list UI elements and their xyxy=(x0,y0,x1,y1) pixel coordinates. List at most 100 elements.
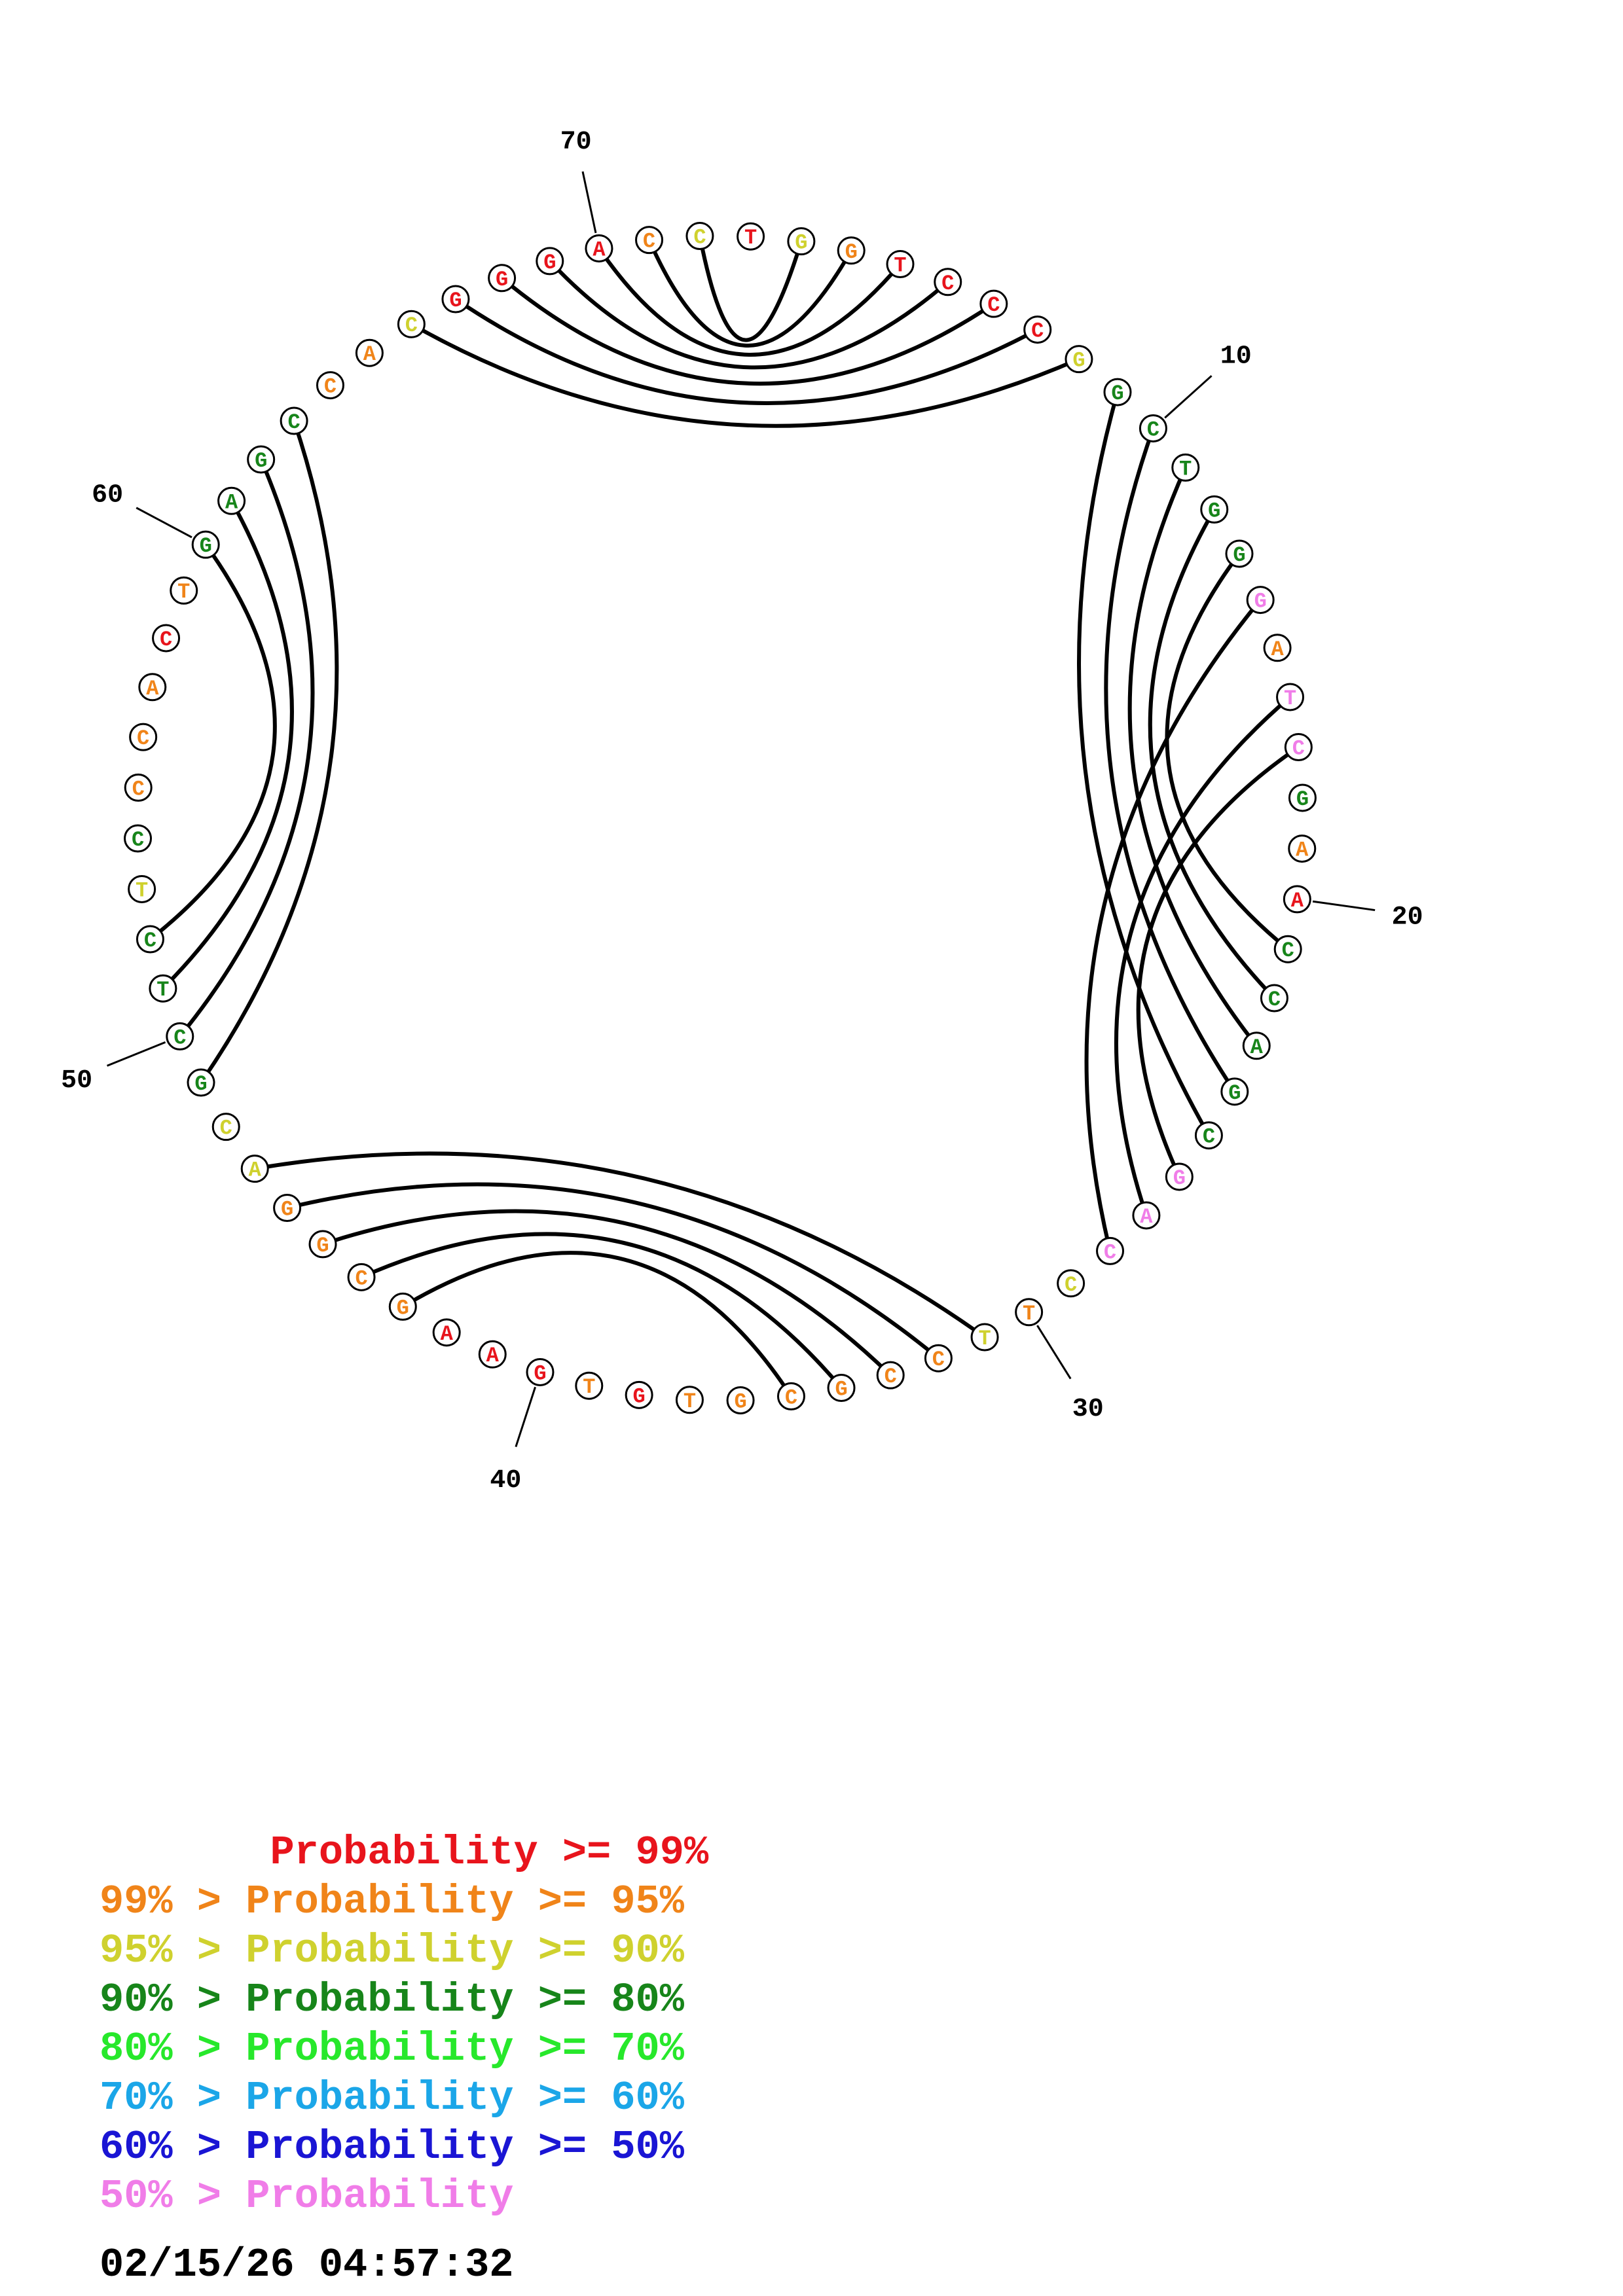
nucleotide-circle xyxy=(726,1386,755,1414)
nucleotide-letter: G xyxy=(1208,499,1220,523)
nucleotide-letter: G xyxy=(1296,787,1309,812)
nucleotide: T xyxy=(886,250,915,279)
base-pair-arc xyxy=(500,276,995,386)
nucleotide-letter: A xyxy=(593,238,606,262)
nucleotide-letter: T xyxy=(177,580,190,604)
nucleotide: G xyxy=(1220,1077,1249,1106)
base-pair-arc xyxy=(1136,745,1300,1178)
nucleotide: A xyxy=(217,486,246,515)
nucleotide-letter: C xyxy=(932,1348,945,1372)
nucleotide-circle xyxy=(1283,885,1311,914)
nucleotide-circle xyxy=(787,227,816,256)
nucleotide-circle xyxy=(526,1357,555,1386)
position-label: 30 xyxy=(1072,1395,1104,1424)
nucleotide-letter: G xyxy=(281,1198,293,1222)
nucleotide-circle xyxy=(1260,984,1288,1013)
nucleotide: C xyxy=(1096,1236,1125,1265)
nucleotide-letter: C xyxy=(1203,1125,1215,1149)
nucleotide-letter: C xyxy=(1292,737,1305,761)
nucleotide-letter: G xyxy=(200,534,212,558)
nucleotide-circle xyxy=(191,530,220,559)
nucleotide: G xyxy=(536,247,564,276)
nucleotide-circle xyxy=(166,1022,194,1050)
nucleotide-circle xyxy=(1132,1201,1161,1230)
nucleotide-circle xyxy=(635,226,664,255)
nucleotide: A xyxy=(585,234,613,262)
nucleotide-letter: A xyxy=(363,342,376,367)
base-pair-arc xyxy=(697,235,803,342)
base-pair-arc xyxy=(597,247,902,357)
nucleotide-circle xyxy=(979,289,1008,318)
nucleotide: C xyxy=(1194,1121,1223,1150)
nucleotide-circle xyxy=(934,268,962,296)
position-label: 20 xyxy=(1392,903,1423,933)
position-label: 10 xyxy=(1220,342,1252,372)
nucleotide-circle xyxy=(1273,935,1302,963)
nucleotide: G xyxy=(827,1374,856,1403)
base-pair-arc xyxy=(149,543,277,941)
nucleotide-circle xyxy=(1200,495,1229,524)
nucleotide-circle xyxy=(152,624,181,653)
nucleotide-letter: G xyxy=(316,1234,329,1258)
nucleotide-circle xyxy=(685,222,714,251)
nucleotide: G xyxy=(308,1230,337,1259)
nucleotide-letter: A xyxy=(1271,637,1285,662)
nucleotide-letter: G xyxy=(845,240,858,264)
nucleotide-circle xyxy=(1171,453,1200,482)
nucleotide-circle xyxy=(397,310,426,338)
position-label: 40 xyxy=(490,1466,521,1496)
nucleotide: G xyxy=(488,264,517,293)
tick-line xyxy=(581,171,597,234)
position-label: 50 xyxy=(61,1066,92,1096)
nucleotide: G xyxy=(1200,495,1229,524)
base-pair-arc xyxy=(410,322,1080,428)
nucleotide-letter: A xyxy=(486,1344,500,1368)
nucleotide-letter: G xyxy=(835,1378,847,1402)
nucleotide-circle xyxy=(187,1068,215,1097)
nucleotide-circle xyxy=(837,236,866,265)
nucleotide-letter: C xyxy=(173,1026,186,1050)
nucleotide-letter: T xyxy=(1284,687,1296,711)
nucleotide-letter: T xyxy=(136,878,148,903)
nucleotide-circle xyxy=(1165,1162,1194,1191)
nucleotide: A xyxy=(240,1155,269,1183)
legend-line: 70% > Probability >= 60% xyxy=(100,2075,684,2121)
tick-line xyxy=(136,507,192,539)
nucleotide: G xyxy=(388,1292,417,1321)
nucleotide-letter: C xyxy=(693,226,706,250)
nucleotide: G xyxy=(526,1357,555,1386)
nucleotide-letter: C xyxy=(1065,1273,1077,1297)
nucleotide: G xyxy=(1103,378,1132,406)
nucleotide-circle xyxy=(316,371,344,400)
nucleotide: C xyxy=(1273,935,1302,963)
legend-line: 95% > Probability >= 90% xyxy=(100,1928,684,1974)
nucleotide-letter: C xyxy=(287,410,300,435)
nucleotide-letter: A xyxy=(225,490,238,514)
nucleotide-circle xyxy=(273,1194,302,1223)
nucleotide-circle xyxy=(1015,1298,1044,1327)
nucleotide: A xyxy=(478,1340,507,1369)
nucleotide: G xyxy=(187,1068,215,1097)
nucleotide-circle xyxy=(585,234,613,262)
timestamp: 02/15/26 04:57:32 xyxy=(100,2242,514,2288)
nucleotide-circle xyxy=(478,1340,507,1369)
nucleotide-circle xyxy=(1103,378,1132,406)
nucleotide-circle xyxy=(1065,345,1093,374)
nucleotide-circle xyxy=(432,1318,461,1347)
base-pair-arc xyxy=(1077,391,1211,1137)
nucleotide-circle xyxy=(217,486,246,515)
nucleotide: C xyxy=(136,925,164,954)
nucleotide-letter: G xyxy=(194,1072,207,1096)
nucleotide: T xyxy=(170,576,198,605)
legend-line: 50% > Probability xyxy=(100,2173,514,2219)
nucleotide-letter: C xyxy=(137,726,149,751)
legend-line: 60% > Probability >= 50% xyxy=(100,2124,684,2170)
nucleotide: T xyxy=(575,1371,604,1400)
nucleotide-circle xyxy=(308,1230,337,1259)
legend-line: 80% > Probability >= 70% xyxy=(100,2026,684,2072)
nucleotide: C xyxy=(166,1022,194,1050)
legend-line: Probability >= 99% xyxy=(100,1829,709,1876)
nucleotide-letter: G xyxy=(1228,1081,1241,1105)
nucleotide-letter: G xyxy=(496,268,508,292)
base-pair-arc xyxy=(161,499,294,990)
